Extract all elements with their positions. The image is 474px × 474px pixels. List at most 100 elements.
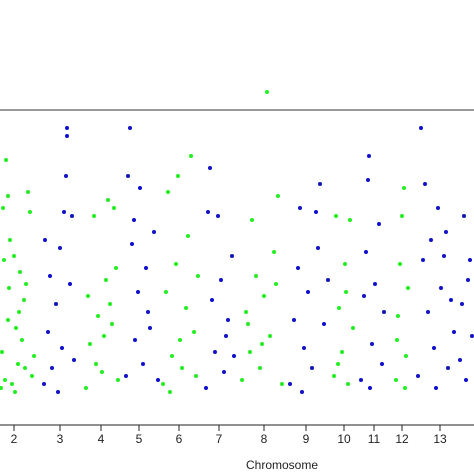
point <box>432 346 436 350</box>
point <box>65 126 69 130</box>
point <box>403 386 407 390</box>
point <box>250 218 254 222</box>
point <box>226 318 230 322</box>
point <box>92 214 96 218</box>
point <box>136 290 140 294</box>
point <box>108 302 112 306</box>
point <box>306 290 310 294</box>
point <box>68 282 72 286</box>
point <box>368 386 372 390</box>
point <box>343 262 347 266</box>
point <box>265 90 269 94</box>
point <box>362 294 366 298</box>
point <box>296 266 300 270</box>
point <box>84 386 88 390</box>
point <box>194 374 198 378</box>
point <box>196 274 200 278</box>
point <box>260 342 264 346</box>
point <box>210 298 214 302</box>
point <box>20 338 24 342</box>
point <box>161 382 165 386</box>
point <box>6 318 10 322</box>
point <box>382 310 386 314</box>
point <box>176 174 180 178</box>
point <box>464 378 468 382</box>
point <box>70 214 74 218</box>
point <box>444 230 448 234</box>
point <box>26 190 30 194</box>
point <box>156 378 160 382</box>
point <box>10 382 14 386</box>
point <box>138 186 142 190</box>
point <box>102 334 106 338</box>
point <box>460 302 464 306</box>
point <box>468 258 472 262</box>
point <box>240 378 244 382</box>
point <box>326 278 330 282</box>
point <box>30 374 34 378</box>
point <box>318 182 322 186</box>
point <box>359 378 363 382</box>
point <box>219 278 223 282</box>
point <box>262 294 266 298</box>
point <box>292 318 296 322</box>
x-tick-label: 4 <box>98 432 105 446</box>
point <box>124 374 128 378</box>
point <box>43 238 47 242</box>
point <box>42 382 46 386</box>
point <box>133 338 137 342</box>
point <box>248 350 252 354</box>
point <box>132 218 136 222</box>
point <box>302 346 306 350</box>
point <box>208 166 212 170</box>
point <box>458 358 462 362</box>
point <box>50 366 54 370</box>
point <box>394 378 398 382</box>
point <box>96 314 100 318</box>
point <box>274 282 278 286</box>
point <box>346 382 350 386</box>
point <box>13 390 17 394</box>
point <box>334 214 338 218</box>
point <box>377 222 381 226</box>
point <box>3 378 7 382</box>
point <box>32 354 36 358</box>
point <box>16 362 20 366</box>
point <box>184 306 188 310</box>
point <box>288 382 292 386</box>
point <box>148 326 152 330</box>
point <box>470 334 474 338</box>
point <box>56 390 60 394</box>
point <box>322 322 326 326</box>
point <box>8 238 12 242</box>
point <box>224 334 228 338</box>
point <box>170 354 174 358</box>
point <box>141 362 145 366</box>
point <box>268 334 272 338</box>
point <box>337 306 341 310</box>
point <box>272 250 276 254</box>
point <box>396 314 400 318</box>
point <box>0 350 4 354</box>
point <box>23 366 27 370</box>
point <box>332 374 336 378</box>
x-tick-label: 5 <box>136 432 143 446</box>
point <box>168 390 172 394</box>
point <box>216 214 220 218</box>
point <box>434 386 438 390</box>
point <box>364 250 368 254</box>
point <box>244 310 248 314</box>
point <box>2 258 6 262</box>
x-tick-label: 2 <box>11 432 18 446</box>
point <box>126 174 130 178</box>
point <box>146 310 150 314</box>
point <box>116 378 120 382</box>
point <box>164 290 168 294</box>
point <box>436 206 440 210</box>
point <box>254 274 258 278</box>
point <box>1 206 5 210</box>
x-tick-label: 13 <box>433 432 447 446</box>
point <box>366 178 370 182</box>
point <box>314 210 318 214</box>
point <box>0 386 3 390</box>
